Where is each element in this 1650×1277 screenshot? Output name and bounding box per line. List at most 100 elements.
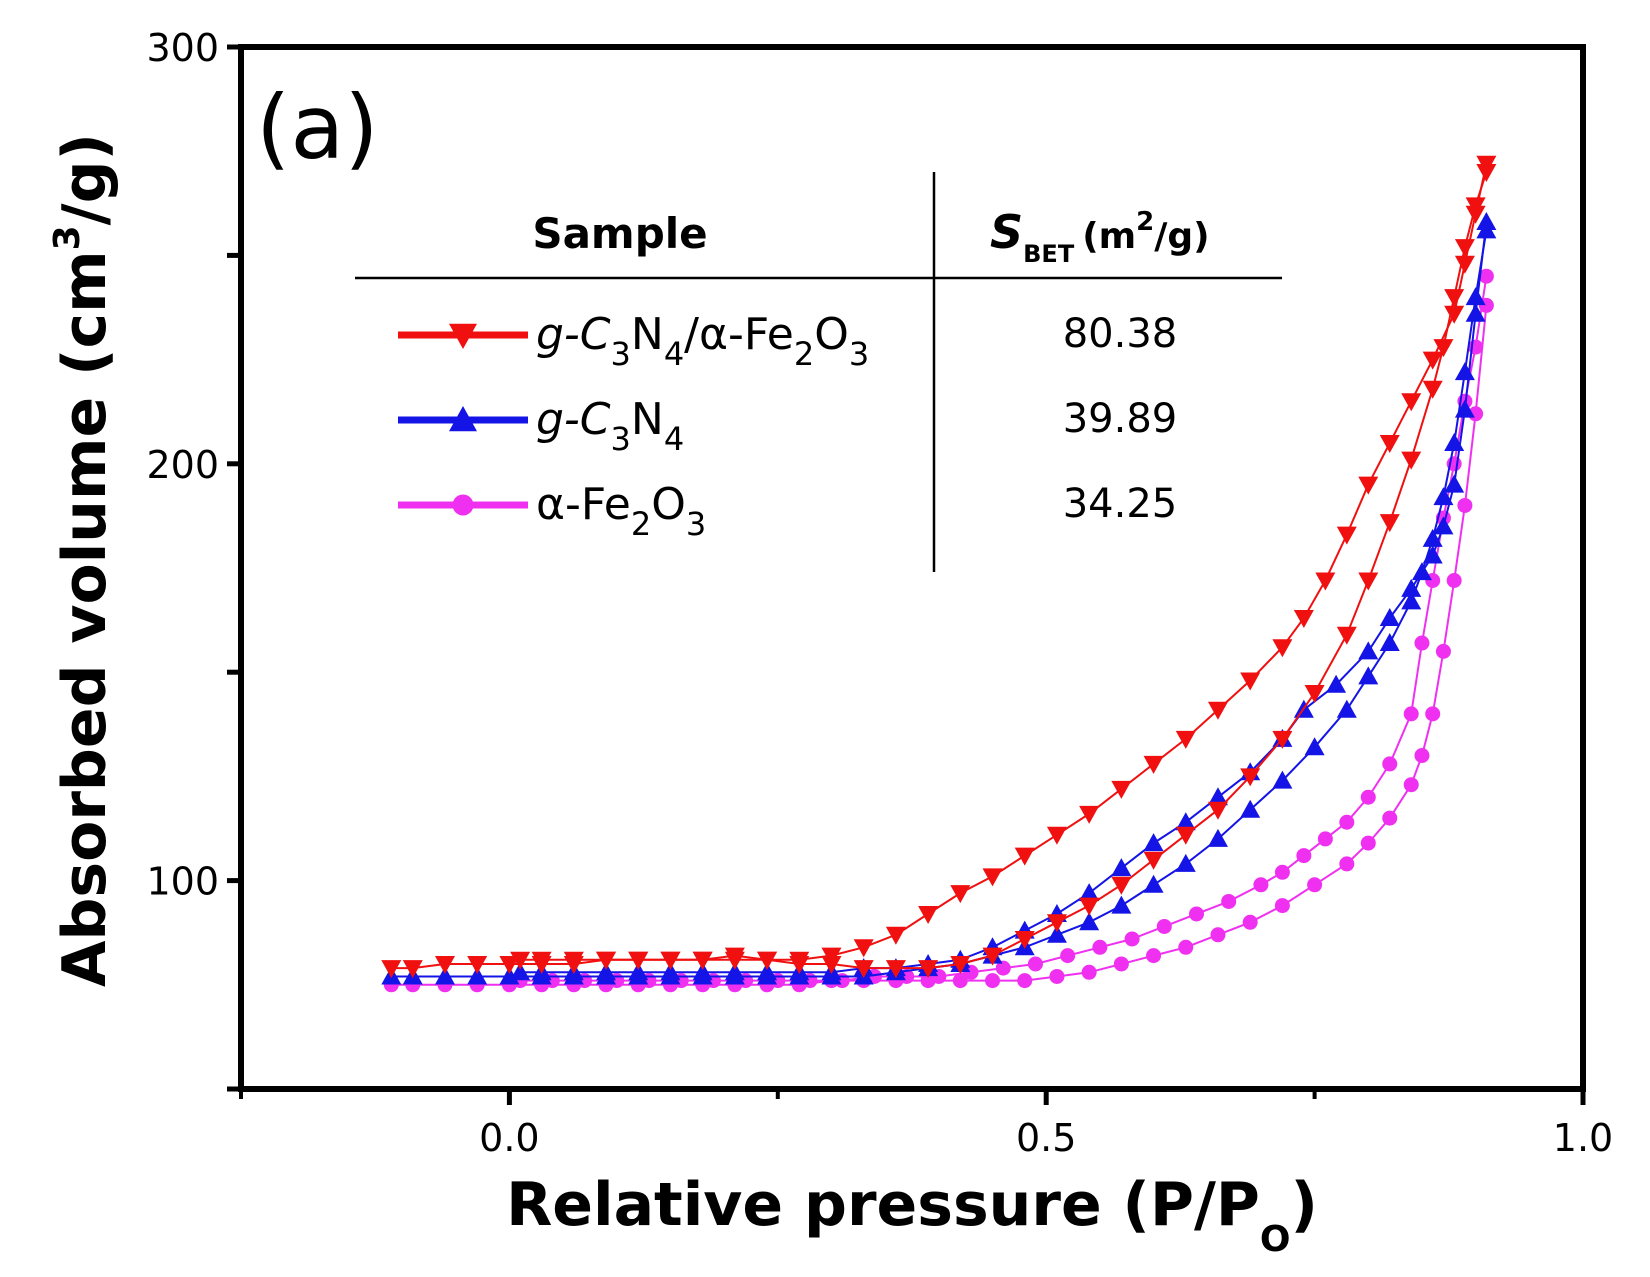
blue-desorption-point bbox=[692, 962, 713, 981]
red-adsorption-point bbox=[1014, 930, 1035, 949]
y-axis-label: Absorbed volume (cm3/g) bbox=[47, 133, 120, 987]
red-adsorption-point bbox=[1304, 685, 1325, 704]
blue-adsorption-point bbox=[1465, 287, 1486, 306]
blue-desorption-point bbox=[1175, 812, 1196, 831]
legend-label-subscript: 3 bbox=[611, 420, 631, 458]
panel-label: (a) bbox=[256, 76, 379, 179]
red-desorption-point bbox=[1175, 730, 1196, 749]
red-adsorption-point bbox=[1379, 514, 1400, 533]
legend-label-subscript: 2 bbox=[631, 505, 651, 543]
red-desorption-point bbox=[1358, 476, 1379, 495]
blue-desorption-point bbox=[1358, 641, 1379, 660]
magenta-desorption-point bbox=[1156, 918, 1172, 934]
blue-desorption-point bbox=[510, 962, 531, 981]
magenta-desorption-point bbox=[1339, 814, 1355, 830]
legend-label-text: g-C bbox=[536, 309, 611, 360]
red-adsorption-point bbox=[1207, 801, 1228, 820]
red-adsorption-point bbox=[1422, 380, 1443, 399]
red-adsorption-point bbox=[1454, 239, 1475, 258]
x-axis-label: Relative pressure (P/PO) bbox=[506, 1170, 1318, 1260]
blue-adsorption-point bbox=[1143, 874, 1164, 893]
y-axis-label-sup: 3 bbox=[47, 225, 88, 250]
red-adsorption-point bbox=[885, 960, 906, 979]
red-desorption-point bbox=[628, 951, 649, 970]
magenta-adsorption-point bbox=[1382, 810, 1398, 826]
magenta-desorption-point bbox=[1414, 635, 1430, 651]
magenta-adsorption-point bbox=[1017, 973, 1033, 989]
red-desorption-point bbox=[724, 947, 745, 966]
sbet-subscript: BET bbox=[1023, 240, 1075, 268]
red-desorption-point bbox=[1293, 610, 1314, 629]
red-desorption-point bbox=[531, 951, 552, 970]
legend-label-text: O bbox=[814, 309, 849, 360]
legend-rows: g-C3N4/α-Fe2O3 80.38g-C3N4 39.89α-Fe2O3 34.… bbox=[398, 309, 1177, 543]
blue-desorption-point bbox=[1379, 608, 1400, 627]
legend-label-subscript: 4 bbox=[664, 335, 684, 373]
red-adsorption-point bbox=[381, 960, 402, 979]
red-adsorption-point bbox=[1046, 914, 1067, 933]
magenta-adsorption-point bbox=[1403, 777, 1419, 793]
blue-desorption-point bbox=[1401, 578, 1422, 597]
red-adsorption-point bbox=[982, 947, 1003, 966]
red-adsorption-point bbox=[1175, 826, 1196, 845]
red-adsorption-point bbox=[1444, 289, 1465, 308]
red-desorption-point bbox=[1046, 826, 1067, 845]
legend-row-blue: g-C3N4 39.89 bbox=[398, 394, 1177, 458]
red-desorption-point bbox=[1240, 672, 1261, 691]
red-adsorption-point bbox=[1433, 339, 1454, 358]
legend-label-subscript: 3 bbox=[849, 335, 869, 373]
blue-desorption-point bbox=[1476, 212, 1497, 231]
red-adsorption-point bbox=[1272, 730, 1293, 749]
table-header-sample: Sample bbox=[532, 209, 707, 258]
red-desorption-point bbox=[1444, 305, 1465, 324]
magenta-desorption-point bbox=[1027, 956, 1043, 972]
legend-label-subscript: 3 bbox=[611, 335, 631, 373]
red-desorption-point bbox=[1422, 351, 1443, 370]
magenta-adsorption-point bbox=[1049, 968, 1065, 984]
red-desorption-point bbox=[950, 885, 971, 904]
red-desorption-point bbox=[1207, 701, 1228, 720]
y-tick-label: 200 bbox=[146, 443, 219, 487]
sbet-value: 39.89 bbox=[1063, 396, 1178, 442]
inset-table: Sample SBET (m2/g) g-C3N4/α-Fe2O3 80.38g-C… bbox=[355, 172, 1282, 572]
legend-label-subscript: 2 bbox=[794, 335, 814, 373]
plot-frame bbox=[238, 44, 1586, 1092]
blue-adsorption-point bbox=[1111, 895, 1132, 914]
blue-desorption-point bbox=[1433, 516, 1454, 535]
magenta-desorption-point bbox=[1092, 939, 1108, 955]
x-axis-label-sub: O bbox=[1260, 1219, 1291, 1260]
red-desorption-point bbox=[789, 951, 810, 970]
sbet-unit: (m bbox=[1082, 216, 1136, 257]
red-desorption-point bbox=[918, 905, 939, 924]
red-adsorption-point bbox=[1143, 851, 1164, 870]
red-desorption-point bbox=[1014, 847, 1035, 866]
magenta-desorption-point bbox=[1124, 931, 1140, 947]
blue-adsorption-point bbox=[1358, 666, 1379, 685]
blue-adsorption-point bbox=[1272, 770, 1293, 789]
legend-label: g-C3N4 bbox=[536, 394, 684, 458]
blue-desorption-point bbox=[1326, 674, 1347, 693]
x-tick-label: 1.0 bbox=[1553, 1116, 1613, 1160]
blue-desorption-point bbox=[757, 962, 778, 981]
sbet-value: 80.38 bbox=[1063, 311, 1178, 357]
blue-desorption-point bbox=[596, 962, 617, 981]
legend-marker bbox=[449, 323, 477, 349]
blue-adsorption-point bbox=[1401, 591, 1422, 610]
magenta-desorption-point bbox=[1253, 877, 1269, 893]
red-adsorption-point bbox=[402, 960, 423, 979]
magenta-adsorption-point bbox=[1307, 877, 1323, 893]
red-desorption-point bbox=[660, 951, 681, 970]
red-adsorption-line bbox=[391, 171, 1488, 970]
magenta-desorption-point bbox=[1360, 789, 1376, 805]
magenta-desorption-point bbox=[995, 960, 1011, 976]
table-header-sbet: SBET (m2/g) bbox=[990, 205, 1210, 268]
legend-row-red: g-C3N4/α-Fe2O3 80.38 bbox=[398, 309, 1177, 373]
legend-label-subscript: 4 bbox=[664, 420, 684, 458]
red-adsorption-point bbox=[467, 955, 488, 974]
red-desorption-point bbox=[982, 868, 1003, 887]
x-tick-label: 0.5 bbox=[1016, 1116, 1076, 1160]
magenta-adsorption-point bbox=[1446, 573, 1462, 589]
red-desorption-point bbox=[885, 926, 906, 945]
red-desorption-point bbox=[510, 951, 531, 970]
